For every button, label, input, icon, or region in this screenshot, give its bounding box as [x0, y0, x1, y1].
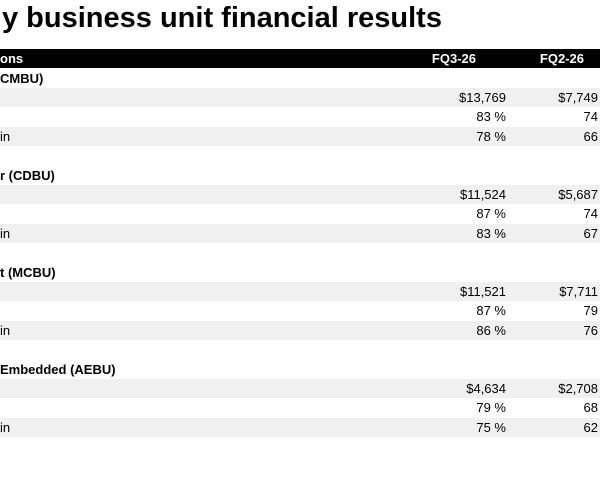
section-label: Embedded (AEBU)	[0, 361, 116, 377]
cell-value: 83 %	[476, 225, 506, 241]
cell-value: $13,769	[459, 89, 506, 105]
cell-value: $7,749	[558, 89, 598, 105]
data-row: in 78 % 66	[0, 126, 600, 147]
data-row: $11,521 $7,711	[0, 281, 600, 302]
row-label: in	[0, 225, 11, 241]
data-row: $4,634 $2,708	[0, 378, 600, 399]
cell-value: 78 %	[476, 128, 506, 144]
section-label: CMBU)	[0, 70, 44, 86]
cell-value: $4,634	[466, 380, 506, 396]
cell-value: 83 %	[476, 109, 506, 125]
data-row: in 86 % 76	[0, 320, 600, 341]
data-row: $11,524 $5,687	[0, 184, 600, 205]
section-row: r (CDBU)	[0, 166, 600, 185]
cell-value: 67	[583, 225, 598, 241]
cell-value: $11,524	[459, 186, 506, 202]
cell-value: 76	[583, 322, 598, 338]
row-label: in	[0, 419, 11, 435]
cell-value: 79 %	[476, 400, 506, 416]
cell-value: 66	[583, 128, 598, 144]
data-row: $13,769 $7,749	[0, 87, 600, 108]
cell-value: $11,521	[459, 283, 506, 299]
data-row: 87 % 79	[0, 301, 600, 320]
column-header: FQ2-26	[539, 51, 584, 66]
data-row: 83 % 74	[0, 107, 600, 126]
data-row: 87 % 74	[0, 204, 600, 223]
row-label: in	[0, 322, 11, 338]
data-row: in 83 % 67	[0, 223, 600, 244]
cell-value: 68	[583, 400, 598, 416]
section-row: CMBU)	[0, 69, 600, 88]
header-label: ons	[0, 51, 24, 66]
cell-value: 86 %	[476, 322, 506, 338]
row-label: in	[0, 128, 11, 144]
cell-value: 79	[583, 303, 598, 319]
cell-value: $5,687	[558, 186, 598, 202]
cell-value: 75 %	[476, 419, 506, 435]
data-row: in 75 % 62	[0, 417, 600, 438]
header-row: ons FQ3-26 FQ2-26	[0, 49, 600, 69]
cell-value: 62	[583, 419, 598, 435]
title: y business unit financial results	[2, 2, 442, 34]
cell-value: 74	[583, 109, 598, 125]
cell-value: 74	[583, 206, 598, 222]
section-row: Embedded (AEBU)	[0, 360, 600, 379]
section-row: t (MCBU)	[0, 263, 600, 282]
cell-value: 87 %	[476, 206, 506, 222]
cell-value: 87 %	[476, 303, 506, 319]
data-row: 79 % 68	[0, 398, 600, 417]
section-label: t (MCBU)	[0, 264, 56, 280]
cell-value: $2,708	[558, 380, 598, 396]
cell-value: $7,711	[559, 283, 598, 299]
section-label: r (CDBU)	[0, 167, 55, 183]
column-header: FQ3-26	[431, 51, 476, 66]
